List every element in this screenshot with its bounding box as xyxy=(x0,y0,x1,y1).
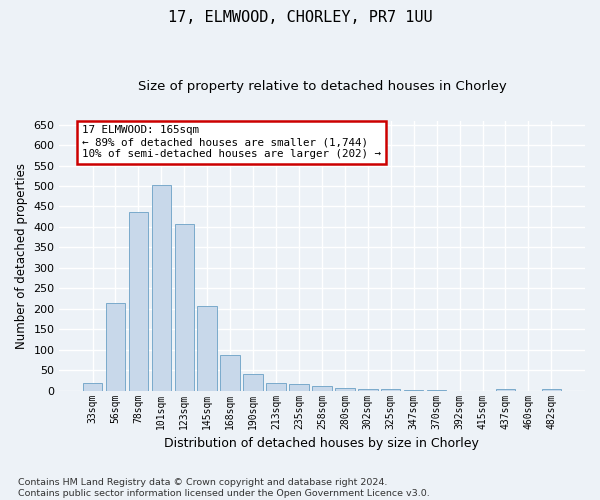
Bar xyxy=(289,384,309,390)
Bar xyxy=(312,386,332,390)
Bar xyxy=(83,384,102,390)
Text: 17, ELMWOOD, CHORLEY, PR7 1UU: 17, ELMWOOD, CHORLEY, PR7 1UU xyxy=(167,10,433,25)
Title: Size of property relative to detached houses in Chorley: Size of property relative to detached ho… xyxy=(137,80,506,93)
Text: Contains HM Land Registry data © Crown copyright and database right 2024.
Contai: Contains HM Land Registry data © Crown c… xyxy=(18,478,430,498)
Bar xyxy=(244,374,263,390)
Bar xyxy=(335,388,355,390)
Bar xyxy=(106,304,125,390)
Y-axis label: Number of detached properties: Number of detached properties xyxy=(15,162,28,348)
Bar xyxy=(220,355,240,390)
Bar xyxy=(175,224,194,390)
X-axis label: Distribution of detached houses by size in Chorley: Distribution of detached houses by size … xyxy=(164,437,479,450)
Bar xyxy=(542,388,561,390)
Bar xyxy=(128,212,148,390)
Bar xyxy=(358,388,377,390)
Bar xyxy=(266,384,286,390)
Bar xyxy=(496,389,515,390)
Bar xyxy=(152,185,171,390)
Text: 17 ELMWOOD: 165sqm
← 89% of detached houses are smaller (1,744)
10% of semi-deta: 17 ELMWOOD: 165sqm ← 89% of detached hou… xyxy=(82,126,381,158)
Bar xyxy=(197,306,217,390)
